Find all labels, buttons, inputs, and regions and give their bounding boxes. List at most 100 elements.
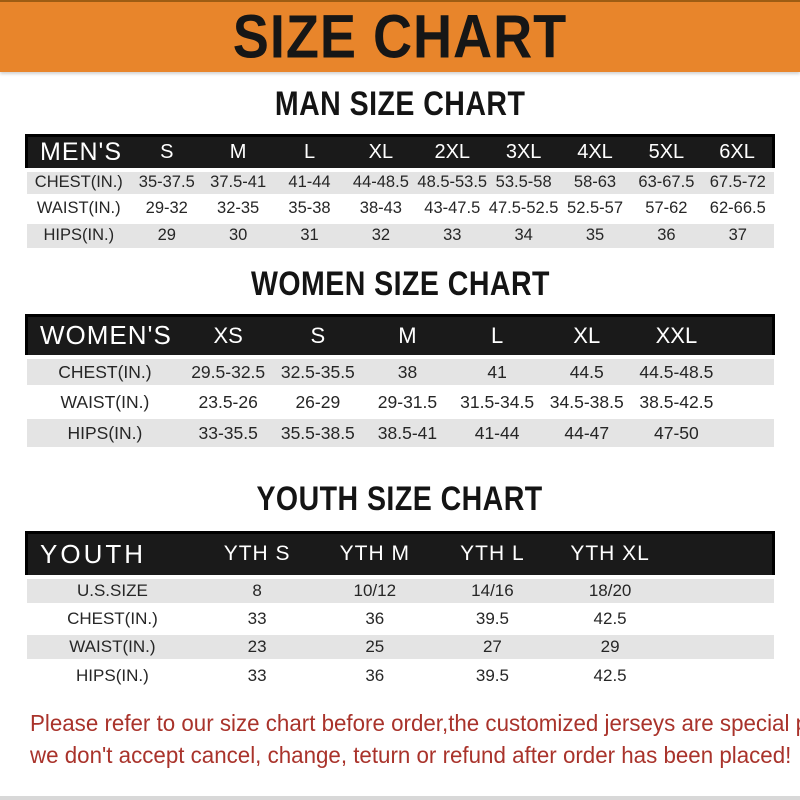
measurement-value: 39.5 (433, 602, 552, 633)
measurement-value: 23 (198, 630, 316, 661)
measurement-label: CHEST(IN.) (26, 355, 184, 387)
men-size-table: MEN'S S M L XL 2XL 3XL 4XL 5XL 6XL CHEST(IN.) 35-3… (25, 134, 776, 248)
measurement-value: 53.5-58 (487, 167, 560, 196)
measurement-value: 62-66.5 (702, 193, 774, 222)
measurement-value: 41-44 (273, 167, 346, 196)
measurement-value: 29-31.5 (362, 385, 453, 417)
row-filler-cell (721, 385, 774, 417)
measurement-label: WAIST(IN.) (26, 385, 184, 417)
measurement-value: 44.5 (541, 355, 632, 387)
measurement-row: HIPS(IN.) 33-35.5 35.5-38.5 38.5-41 41-44 44-… (26, 415, 774, 447)
section-youth: YOUTH SIZE CHART YOUTH YTH S YTH M YTH L YTH… (0, 479, 800, 689)
measurement-value: 29-32 (131, 193, 203, 222)
measurement-value: 41-44 (452, 415, 542, 447)
size-column-header: 5XL (630, 134, 703, 171)
youth-table-body: U.S.SIZE 8 10/12 14/16 18/20 CHEST(IN.) 33 36 39… (26, 574, 774, 689)
measurement-label: HIPS(IN.) (26, 415, 184, 447)
measurement-value: 38.5-41 (362, 415, 453, 447)
measurement-value: 35 (559, 219, 631, 248)
size-header-row: MEN'S S M L XL 2XL 3XL 4XL 5XL 6XL (25, 134, 776, 171)
measurement-row: WAIST(IN.) 23 25 27 29 (26, 630, 774, 661)
measurement-value: 10/12 (315, 574, 434, 605)
size-column-header: S (131, 134, 203, 171)
measurement-value: 31.5-34.5 (452, 385, 542, 417)
measurement-value: 57-62 (630, 193, 703, 222)
measurement-row: CHEST(IN.) 33 36 39.5 42.5 (26, 602, 774, 633)
measurement-value: 35-37.5 (131, 167, 203, 196)
measurement-value: 67.5-72 (702, 167, 774, 196)
size-column-header: M (362, 313, 453, 359)
size-header-row: YOUTH YTH S YTH M YTH L YTH XL (25, 531, 775, 578)
women-table-body: CHEST(IN.) 29.5-32.5 32.5-35.5 38 41 44.5 44.5… (26, 355, 774, 447)
men-section-heading: MAN SIZE CHART (0, 84, 800, 123)
measurement-value: 31 (273, 219, 346, 248)
youth-section-heading-text: YOUTH SIZE CHART (256, 479, 544, 518)
measurement-value: 37.5-41 (202, 167, 274, 196)
measurement-value: 38 (362, 355, 453, 387)
youth-size-table: YOUTH YTH S YTH M YTH L YTH XL U.S.SIZE 8 10/1… (25, 531, 775, 689)
measurement-value: 29 (131, 219, 203, 248)
women-size-table: WOMEN'S XS S M L XL XXL CHEST(IN.) 29.5-32.5 32.… (25, 313, 776, 447)
size-column-header: XL (345, 134, 417, 171)
size-column-header: 3XL (487, 134, 560, 171)
size-column-header: YTH L (433, 531, 552, 578)
measurement-value: 33 (198, 602, 316, 633)
measurement-row: WAIST(IN.) 29-32 32-35 35-38 38-43 43-47.5 47.… (26, 193, 774, 222)
measurement-value: 48.5-53.5 (416, 167, 488, 196)
measurement-value: 44.5-48.5 (631, 355, 722, 387)
measurement-value: 39.5 (433, 658, 552, 689)
measurement-value: 42.5 (551, 602, 669, 633)
measurement-value: 44-48.5 (345, 167, 417, 196)
men-table-head: MEN'S S M L XL 2XL 3XL 4XL 5XL 6XL (25, 134, 776, 171)
measurement-row: HIPS(IN.) 29 30 31 32 33 34 35 36 37 (26, 219, 774, 248)
size-column-header: YTH S (198, 531, 316, 578)
row-filler-cell (721, 415, 774, 447)
measurement-value: 29.5-32.5 (183, 355, 273, 387)
measurement-value: 63-67.5 (630, 167, 703, 196)
footer-note-line1: Please refer to our size chart before or… (30, 709, 800, 736)
size-column-header: 2XL (416, 134, 488, 171)
measurement-value: 47-50 (631, 415, 722, 447)
size-column-header: YTH M (315, 531, 434, 578)
measurement-value: 58-63 (559, 167, 631, 196)
measurement-row: CHEST(IN.) 35-37.5 37.5-41 41-44 44-48.5 48.5… (26, 167, 774, 196)
row-filler-cell (721, 355, 774, 387)
youth-table-head: YOUTH YTH S YTH M YTH L YTH XL (25, 531, 775, 578)
women-table-head: WOMEN'S XS S M L XL XXL (25, 313, 776, 359)
measurement-value: 32-35 (202, 193, 274, 222)
measurement-value: 36 (315, 658, 434, 689)
measurement-row: WAIST(IN.) 23.5-26 26-29 29-31.5 31.5-34.5 34… (26, 385, 774, 417)
women-section-heading-text: WOMEN SIZE CHART (250, 263, 550, 303)
measurement-value: 41 (452, 355, 542, 387)
measurement-value: 23.5-26 (183, 385, 273, 417)
measurement-value: 47.5-52.5 (487, 193, 560, 222)
men-section-heading-text: MAN SIZE CHART (274, 84, 526, 123)
header-filler-cell (668, 531, 775, 578)
measurement-value: 37 (702, 219, 774, 248)
measurement-value: 36 (630, 219, 703, 248)
measurement-value: 43-47.5 (416, 193, 488, 222)
measurement-value: 25 (315, 630, 434, 661)
size-column-header: 6XL (702, 134, 776, 171)
section-men: MAN SIZE CHART MEN'S S M L XL 2XL 3XL 4XL 5XL 6XL… (0, 84, 800, 248)
measurement-row: HIPS(IN.) 33 36 39.5 42.5 (26, 658, 774, 689)
size-column-header: M (202, 134, 274, 171)
measurement-label: HIPS(IN.) (26, 219, 132, 248)
measurement-value: 35.5-38.5 (273, 415, 363, 447)
category-label: MEN'S (25, 134, 132, 171)
measurement-value: 42.5 (551, 658, 669, 689)
size-column-header: 4XL (559, 134, 631, 171)
measurement-label: CHEST(IN.) (26, 602, 199, 633)
row-filler-cell (668, 602, 774, 633)
section-women: WOMEN SIZE CHART WOMEN'S XS S M L XL XXL CHEST… (0, 263, 800, 447)
bottom-edge-strip (0, 796, 800, 800)
measurement-label: HIPS(IN.) (26, 658, 199, 689)
category-label: YOUTH (25, 531, 199, 578)
measurement-label: CHEST(IN.) (26, 167, 132, 196)
measurement-value: 26-29 (273, 385, 363, 417)
size-column-header: XS (183, 313, 273, 359)
measurement-value: 30 (202, 219, 274, 248)
measurement-label: WAIST(IN.) (26, 193, 132, 222)
row-filler-cell (668, 574, 774, 605)
